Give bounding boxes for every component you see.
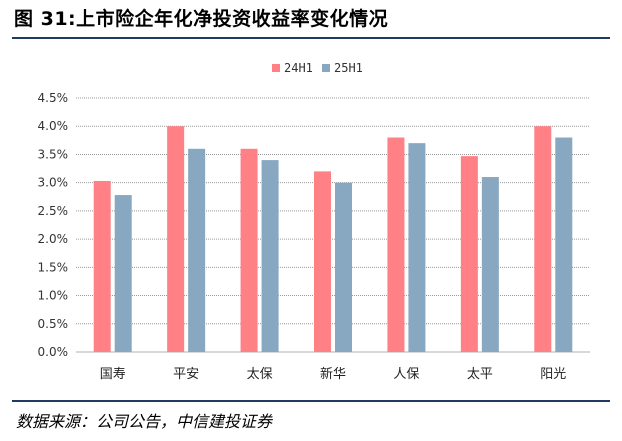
bar-25H1-新华: [335, 182, 352, 352]
category-label: 太平: [467, 367, 493, 382]
bar-24H1-国寿: [93, 180, 111, 352]
y-tick-label: 3.5%: [38, 147, 69, 161]
bars: [93, 126, 573, 352]
bar-25H1-阳光: [555, 137, 573, 352]
y-axis-ticks: 0.0% 0.5% 1.0% 1.5% 2.0% 2.5% 3.0% 3.5% 4.0% 4.5%: [38, 91, 69, 359]
category-label: 阳光: [540, 367, 566, 382]
bar-25H1-国寿: [114, 195, 132, 352]
bar-24H1-太保: [240, 148, 258, 352]
legend-swatch: [322, 64, 330, 72]
category-label: 太保: [247, 367, 273, 382]
bar-chart: 0.0% 0.5% 1.0% 1.5% 2.0% 2.5% 3.0% 3.5% 4.0% 4.5%…: [38, 61, 590, 382]
legend: 24H1 25H1: [272, 61, 363, 75]
y-tick-label: 3.0%: [38, 176, 69, 190]
bar-24H1-阳光: [534, 126, 552, 352]
y-tick-label: 4.0%: [38, 119, 69, 133]
x-axis-categories: 国寿 平安 太保 新华 人保 太平 阳光: [100, 366, 567, 382]
category-label: 国寿: [100, 367, 126, 382]
category-label: 新华: [320, 366, 346, 382]
legend-label: 25H1: [334, 61, 363, 75]
y-tick-label: 2.0%: [38, 232, 69, 246]
bar-25H1-平安: [188, 148, 206, 352]
y-tick-label: 2.5%: [38, 204, 69, 218]
bottom-rule: [12, 400, 610, 402]
bar-25H1-太保: [261, 160, 279, 352]
top-rule: [12, 37, 610, 39]
bar-25H1-太平: [481, 177, 499, 352]
bar-24H1-人保: [387, 137, 405, 352]
bar-25H1-人保: [408, 143, 426, 352]
source-note: 数据来源：公司公告，中信建投证券: [16, 412, 273, 431]
y-tick-label: 0.5%: [38, 317, 69, 331]
bar-24H1-太平: [460, 156, 478, 352]
bar-24H1-平安: [167, 126, 185, 352]
y-tick-label: 1.0%: [38, 289, 69, 303]
y-tick-label: 4.5%: [38, 91, 69, 105]
y-tick-label: 1.5%: [38, 260, 69, 274]
legend-label: 24H1: [284, 61, 313, 75]
category-label: 平安: [173, 367, 199, 382]
category-label: 人保: [393, 367, 419, 382]
y-tick-label: 0.0%: [38, 345, 69, 359]
figure-title: 图 31:上市险企年化净投资收益率变化情况: [14, 8, 389, 30]
legend-swatch: [272, 64, 280, 72]
gridlines: [76, 97, 590, 353]
bar-24H1-新华: [314, 171, 331, 352]
